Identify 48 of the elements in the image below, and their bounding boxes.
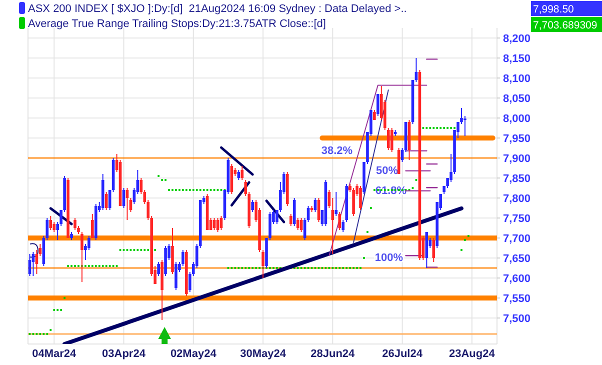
candlestick <box>157 262 160 276</box>
y-tick-label: 7,500 <box>503 312 531 325</box>
y-tick-label: 7,750 <box>503 212 531 225</box>
x-tick-label: 26Jul24 <box>382 348 424 360</box>
text: 7,703.689309 <box>533 20 598 32</box>
candlestick <box>338 212 342 230</box>
y-tick-label: 8,000 <box>503 112 531 125</box>
x-tick-label: 30May24 <box>240 348 287 360</box>
candlestick <box>289 214 292 226</box>
y-tick-label: 7,600 <box>503 272 531 285</box>
candlestick <box>91 214 94 238</box>
y-tick-label: 7,550 <box>503 292 531 305</box>
candlestick <box>240 166 244 180</box>
y-tick-label: 7,850 <box>503 172 531 185</box>
y-tick-label: 7,950 <box>503 132 531 145</box>
candlestick <box>464 116 466 136</box>
legend-label: Average True Range Trailing Stops:Dy:21:3.75ATR Close::[d] <box>28 18 326 30</box>
candlestick <box>342 220 345 232</box>
candlestick <box>251 200 254 212</box>
candlestick <box>49 216 52 230</box>
annotation: 38.2% <box>321 144 353 157</box>
y-tick-label: 8,200 <box>503 32 531 45</box>
y-tick-label: 8,150 <box>503 52 531 65</box>
y-tick-label: 8,050 <box>503 92 531 105</box>
candlestick <box>74 218 76 230</box>
y-tick-label: 7,650 <box>503 252 531 265</box>
candlestick <box>376 94 380 116</box>
annotation: 100% <box>374 252 404 264</box>
annotation: 50% <box>376 164 398 177</box>
candlestick <box>352 188 355 216</box>
legend-label: ASX 200 INDEX [ $XJO ]:Dy:[d] 21Aug2024 16:09 Sydney : Data Delayed >.. <box>28 2 407 15</box>
text: 7,998.50 <box>533 4 574 16</box>
x-tick-label: 28Jun24 <box>310 348 356 360</box>
x-tick-label: 02May24 <box>170 348 218 360</box>
x-tick-label: 04Mar24 <box>32 348 78 360</box>
candlestick <box>432 238 436 262</box>
y-tick-label: 8,100 <box>503 72 531 85</box>
candlestick <box>237 170 240 180</box>
candlestick <box>292 198 296 226</box>
x-tick-label: 03Apr24 <box>102 348 146 360</box>
candlestick <box>359 186 362 210</box>
candlestick <box>174 262 178 290</box>
y-tick-label: 7,800 <box>503 192 531 205</box>
candlestick <box>386 128 390 150</box>
y-tick-label: 7,900 <box>503 152 531 165</box>
x-tick-label: 23Aug24 <box>449 348 496 360</box>
y-tick-label: 7,700 <box>503 232 531 245</box>
candlestick <box>334 192 338 216</box>
